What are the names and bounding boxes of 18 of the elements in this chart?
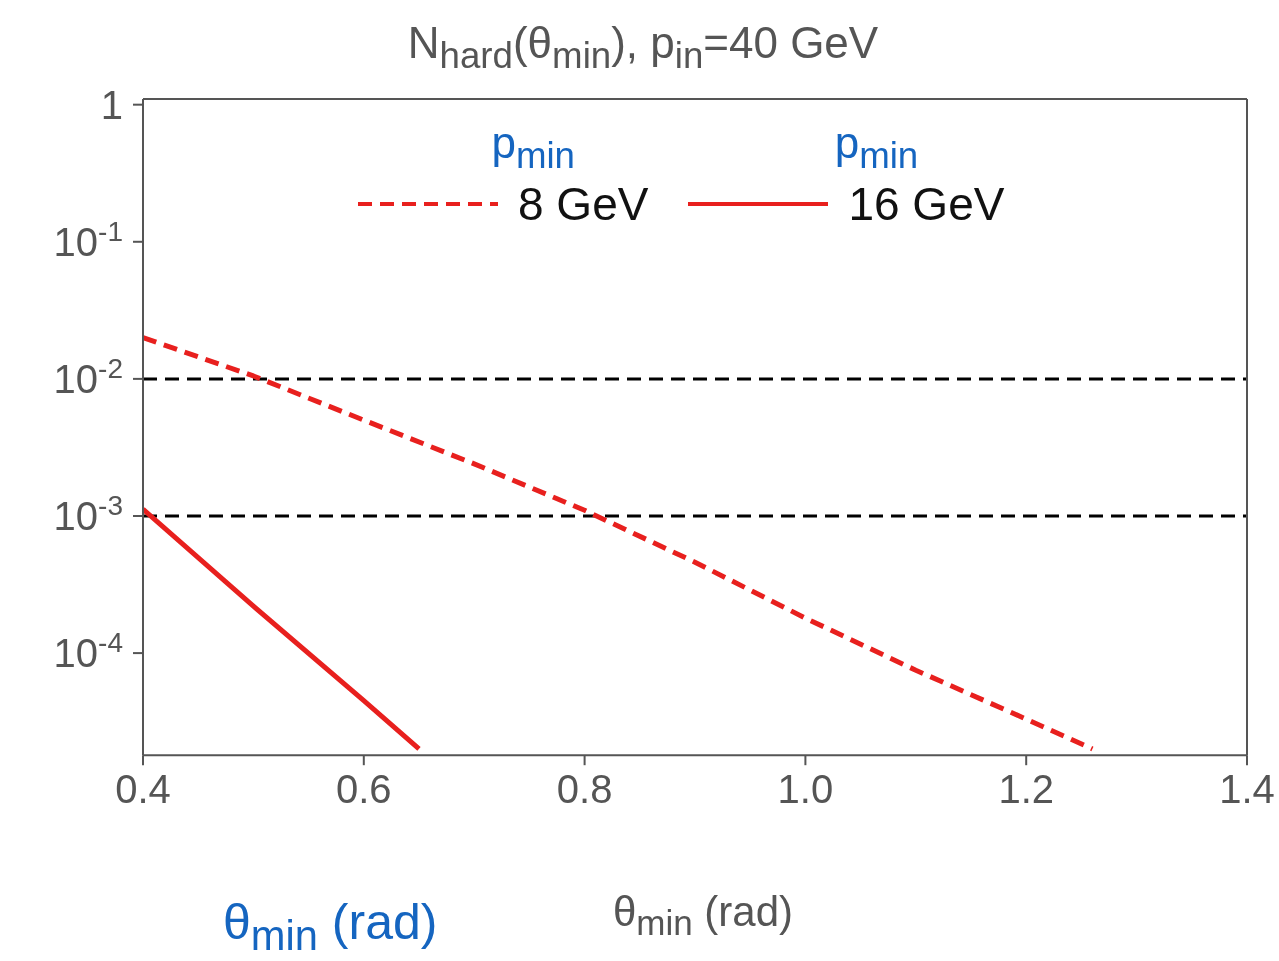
y-tick-label: 10$^{-4}$ bbox=[53, 626, 123, 676]
annotation: p$_{min}$ bbox=[491, 118, 575, 176]
x-tick-label: 1.4 bbox=[1219, 767, 1275, 812]
legend-label: 16 GeV bbox=[848, 177, 1005, 230]
y-tick-label: 10$^{-1}$ bbox=[53, 215, 123, 264]
x-tick-label: 0.4 bbox=[115, 767, 171, 812]
x-tick-label: 1.2 bbox=[998, 767, 1054, 812]
x-tick-label: 1.0 bbox=[777, 767, 834, 812]
y-tick-label: 10$^{-3}$ bbox=[53, 489, 123, 538]
annotation: p$_{min}$ bbox=[834, 118, 919, 176]
y-tick-label: 1 bbox=[100, 82, 123, 127]
chart-title: N$_{hard}$(θ$_{min}$), p$_{in}$=40 GeV bbox=[407, 18, 879, 76]
x-tick-label: 0.8 bbox=[556, 767, 613, 812]
legend-label: 8 GeV bbox=[518, 177, 649, 230]
x-axis-title: θ$_{min}$ (rad) bbox=[612, 888, 794, 943]
x-tick-label: 0.6 bbox=[336, 767, 392, 812]
y-tick-label: 10$^{-2}$ bbox=[53, 352, 123, 401]
text: θ$_{min}$ (rad) bbox=[223, 894, 438, 959]
